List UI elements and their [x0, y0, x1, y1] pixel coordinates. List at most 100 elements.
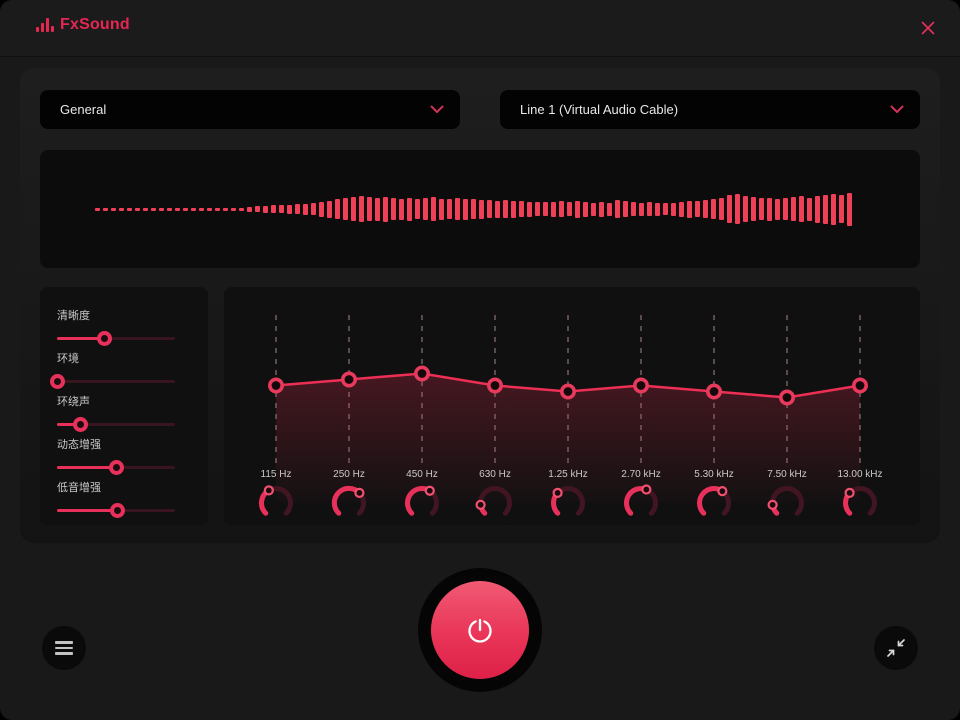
- spectrum-bars: [95, 150, 855, 268]
- slider-thumb[interactable]: [108, 460, 124, 475]
- slider-fill: [57, 423, 81, 426]
- collapse-arrows-icon: [887, 639, 905, 657]
- slider-thumb[interactable]: [109, 503, 125, 518]
- eq-gain-knob[interactable]: [254, 481, 298, 525]
- slider-fill: [57, 466, 116, 469]
- spectrum-bar: [703, 200, 708, 218]
- spectrum-bar: [599, 201, 604, 217]
- spectrum-bar: [511, 200, 516, 218]
- slider-track[interactable]: [57, 380, 175, 383]
- spectrum-bar: [503, 200, 508, 218]
- power-button-inner: [431, 581, 529, 679]
- preset-dropdown[interactable]: General: [40, 90, 460, 129]
- spectrum-bar: [751, 197, 756, 221]
- spectrum-bar: [175, 207, 180, 211]
- effect-row: 环绕声: [57, 393, 191, 432]
- spectrum-bar: [711, 199, 716, 219]
- eq-band-point[interactable]: [414, 365, 431, 382]
- output-device-dropdown-value: Line 1 (Virtual Audio Cable): [520, 102, 679, 117]
- slider-thumb[interactable]: [96, 331, 112, 346]
- eq-band-point[interactable]: [341, 371, 358, 388]
- spectrum-bar: [783, 198, 788, 220]
- spectrum-bar: [135, 207, 140, 211]
- power-button[interactable]: [418, 568, 542, 692]
- spectrum-bar: [359, 196, 364, 222]
- spectrum-bar: [623, 201, 628, 217]
- effect-slider[interactable]: [57, 460, 175, 475]
- spectrum-bar: [447, 199, 452, 219]
- spectrum-bar: [767, 197, 772, 221]
- eq-band-point[interactable]: [778, 389, 795, 406]
- output-device-dropdown[interactable]: Line 1 (Virtual Audio Cable): [500, 90, 920, 129]
- spectrum-bar: [719, 198, 724, 220]
- spectrum-bar: [671, 202, 676, 216]
- spectrum-bar: [759, 198, 764, 220]
- eq-gain-knob[interactable]: [838, 481, 882, 525]
- effect-label: 环绕声: [57, 396, 90, 408]
- spectrum-bar: [391, 198, 396, 220]
- spectrum-bar: [535, 202, 540, 216]
- spectrum-bar: [287, 204, 292, 214]
- minimize-view-button[interactable]: [874, 626, 918, 670]
- spectrum-bar: [455, 198, 460, 220]
- effect-slider[interactable]: [57, 417, 175, 432]
- spectrum-bar: [103, 207, 108, 211]
- spectrum-bar: [215, 207, 220, 211]
- eq-gain-knob[interactable]: [692, 481, 736, 525]
- spectrum-bar: [559, 201, 564, 217]
- eq-band-point[interactable]: [267, 377, 284, 394]
- spectrum-bar: [271, 205, 276, 213]
- eq-gain-knob[interactable]: [765, 481, 809, 525]
- spectrum-bar: [407, 197, 412, 221]
- effect-row: 清晰度: [57, 307, 191, 346]
- effect-label: 动态增强: [57, 439, 101, 451]
- spectrum-bar: [111, 207, 116, 211]
- spectrum-bar: [119, 207, 124, 211]
- spectrum-bar: [495, 200, 500, 218]
- spectrum-bar: [799, 196, 804, 222]
- eq-gain-knob[interactable]: [400, 481, 444, 525]
- spectrum-bar: [311, 203, 316, 215]
- eq-freq-label: 115 Hz: [260, 469, 292, 480]
- eq-band-point[interactable]: [705, 383, 722, 400]
- spectrum-bar: [415, 199, 420, 219]
- eq-gain-knob[interactable]: [619, 481, 663, 525]
- effect-row: 环境: [49, 350, 191, 389]
- chevron-down-icon: [430, 105, 444, 113]
- eq-band-point[interactable]: [632, 377, 649, 394]
- slider-track[interactable]: [57, 337, 175, 340]
- spectrum-bar: [167, 207, 172, 211]
- menu-button[interactable]: [42, 626, 86, 670]
- spectrum-bar: [143, 207, 148, 211]
- effect-slider[interactable]: [57, 331, 175, 346]
- spectrum-bar: [831, 193, 836, 225]
- close-icon: [921, 21, 935, 35]
- eq-band-point[interactable]: [559, 383, 576, 400]
- spectrum-bar: [255, 206, 260, 212]
- spectrum-bar: [423, 198, 428, 220]
- eq-gain-knob[interactable]: [473, 481, 517, 525]
- spectrum-bar: [695, 201, 700, 217]
- slider-track[interactable]: [57, 423, 175, 426]
- close-button[interactable]: [914, 14, 942, 42]
- spectrum-bar: [351, 197, 356, 221]
- eq-gain-knob[interactable]: [327, 481, 371, 525]
- spectrum-bar: [647, 202, 652, 216]
- spectrum-bar: [479, 199, 484, 219]
- eq-freq-label: 5.30 kHz: [694, 469, 734, 480]
- knob-indicator-dot: [475, 499, 486, 510]
- spectrum-bar: [319, 201, 324, 217]
- eq-band-point[interactable]: [486, 377, 503, 394]
- spectrum-bar: [295, 204, 300, 214]
- effect-slider[interactable]: [49, 374, 175, 389]
- slider-thumb[interactable]: [73, 417, 89, 432]
- knob-indicator-dot: [552, 487, 563, 499]
- eq-band-point[interactable]: [851, 377, 868, 394]
- spectrum-bar: [823, 194, 828, 224]
- eq-curve-fill: [276, 373, 860, 503]
- spectrum-bar: [303, 203, 308, 215]
- effect-slider[interactable]: [57, 503, 175, 518]
- eq-gain-knob[interactable]: [546, 481, 590, 525]
- spectrum-bar: [463, 198, 468, 220]
- slider-thumb[interactable]: [49, 374, 65, 389]
